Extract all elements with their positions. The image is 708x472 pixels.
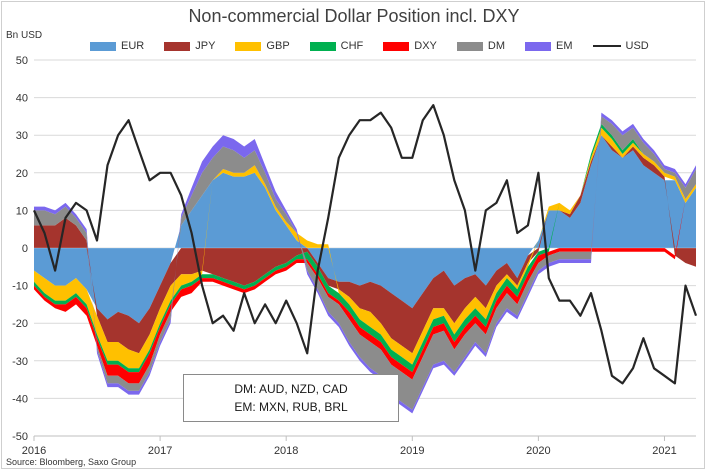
legend-item-gbp: GBP	[235, 40, 290, 52]
area-eur	[34, 135, 696, 324]
legend-swatch	[456, 41, 483, 51]
chart-legend: EUR JPY GBP CHF DXY DM EM USD	[90, 38, 690, 54]
legend-swatch	[90, 41, 116, 51]
legend-item-usd: USD	[592, 40, 649, 52]
x-tick-label: 2021	[652, 445, 676, 457]
y-tick-label: -20	[12, 318, 28, 330]
area-gbp	[34, 127, 696, 369]
y-tick-label: 20	[16, 168, 28, 180]
y-tick-label: 50	[16, 55, 28, 67]
legend-label: GBP	[266, 40, 290, 52]
annotation-dm: DM: AUD, NZD, CAD	[234, 382, 348, 396]
legend-swatch	[592, 45, 621, 47]
legend-label: EUR	[121, 40, 145, 52]
legend-item-eur: EUR	[90, 40, 144, 52]
x-tick-label: 2017	[148, 445, 172, 457]
annotation-box: DM: AUD, NZD, CAD EM: MXN, RUB, BRL	[183, 374, 399, 422]
y-tick-label: -50	[12, 431, 28, 443]
legend-label: USD	[625, 40, 649, 52]
y-tick-label: 40	[16, 93, 28, 105]
chart-title: Non-commercial Dollar Position incl. DXY	[188, 6, 520, 26]
legend-label: DXY	[414, 40, 437, 52]
legend-item-em: EM	[525, 40, 573, 52]
x-tick-label: 2018	[274, 445, 298, 457]
legend-swatch	[235, 41, 262, 51]
area-dm	[34, 116, 696, 410]
annotation-em: EM: MXN, RUB, BRL	[234, 400, 348, 414]
y-axis-label: Bn USD	[6, 30, 43, 41]
legend-swatch	[525, 41, 551, 51]
legend-label: EM	[556, 40, 573, 52]
x-tick-label: 2016	[22, 445, 46, 457]
legend-item-dxy: DXY	[383, 40, 437, 52]
source-note: Source: Bloomberg, Saxo Group	[6, 457, 137, 467]
y-tick-label: -40	[12, 393, 28, 405]
legend-item-dm: DM	[456, 40, 505, 52]
x-tick-label: 2019	[400, 445, 424, 457]
legend-label: JPY	[195, 40, 216, 52]
line-usd	[33, 104, 698, 385]
area-em	[34, 112, 696, 414]
x-tick-label: 2020	[526, 445, 550, 457]
legend-label: DM	[487, 40, 505, 52]
y-tick-label: -30	[12, 356, 28, 368]
legend-item-chf: CHF	[309, 40, 364, 52]
y-tick-label: -10	[12, 281, 28, 293]
y-tick-label: 10	[16, 205, 28, 217]
legend-swatch	[383, 41, 410, 51]
y-tick-label: 0	[22, 243, 28, 255]
legend-swatch	[164, 41, 191, 51]
legend-item-jpy: JPY	[164, 40, 215, 52]
legend-swatch	[309, 41, 336, 51]
y-tick-label: 30	[16, 130, 28, 142]
area-jpy	[34, 135, 696, 354]
legend-label: CHF	[340, 40, 364, 52]
